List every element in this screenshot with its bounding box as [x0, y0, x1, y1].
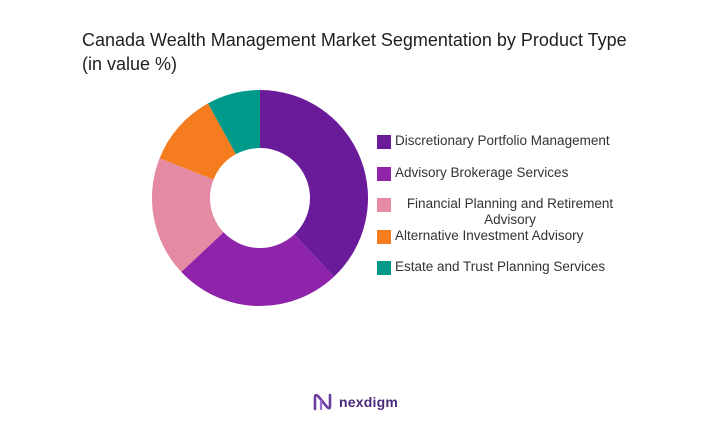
legend-item: Estate and Trust Planning Services	[377, 259, 667, 275]
legend-label: Alternative Investment Advisory	[395, 228, 584, 243]
legend-item: Financial Planning and Retirement Adviso…	[377, 196, 667, 228]
legend-label: Estate and Trust Planning Services	[395, 259, 606, 274]
legend-swatch	[377, 230, 391, 244]
chart-title: Canada Wealth Management Market Segmenta…	[82, 30, 627, 74]
slice-1	[260, 90, 368, 277]
nexdigm-logo-icon	[313, 393, 332, 411]
legend-item: Advisory Brokerage Services	[377, 165, 667, 181]
legend-swatch	[377, 135, 391, 149]
legend-swatch	[377, 198, 391, 212]
legend-label: Discretionary Portfolio Management	[395, 133, 610, 148]
legend-item: Discretionary Portfolio Management	[377, 133, 667, 149]
legend-label: Advisory Brokerage Services	[395, 165, 569, 180]
slice-5	[207, 90, 260, 155]
slice-3	[152, 158, 224, 272]
legend-swatch	[377, 261, 391, 275]
legend-swatch	[377, 167, 391, 181]
nexdigm-logo: nexdigm	[313, 392, 398, 412]
legend-label: Financial Planning and Retirement Adviso…	[406, 196, 614, 227]
legend-item: Alternative Investment Advisory	[377, 228, 667, 244]
slice-2	[181, 232, 334, 306]
slice-4	[159, 103, 236, 180]
brand-name: nexdigm	[339, 394, 398, 410]
